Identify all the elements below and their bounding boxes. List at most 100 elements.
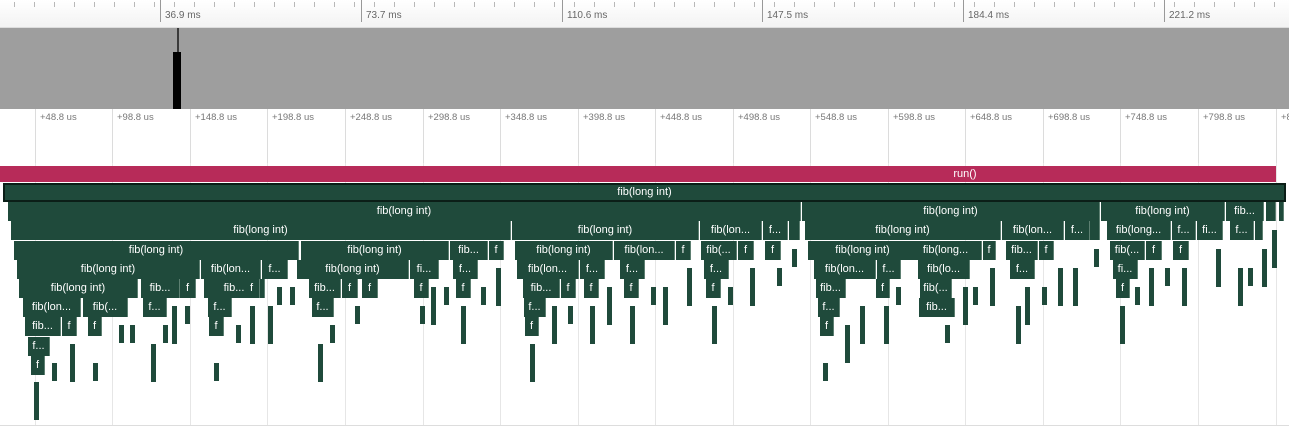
slice-fib-narrow[interactable] (172, 306, 177, 344)
slice-fib[interactable]: f... (580, 259, 605, 279)
slice-fib[interactable]: fib(... (83, 298, 128, 318)
slice-fib-narrow[interactable] (860, 306, 865, 344)
slice-fib-narrow[interactable] (461, 306, 466, 344)
slice-fib[interactable]: f (584, 279, 599, 298)
slice-fib-narrow[interactable] (530, 344, 535, 382)
slice-fib[interactable]: fi... (1197, 221, 1223, 241)
flame-chart[interactable]: run() fib(long int) fib(long int) fib(long… (0, 163, 1289, 426)
slice-fib-narrow[interactable] (1058, 268, 1063, 306)
slice-fib[interactable]: fib(lon... (1002, 221, 1064, 241)
slice-fib-narrow[interactable] (963, 287, 968, 325)
slice-fib-narrow[interactable] (1262, 249, 1267, 287)
slice-fib-narrow[interactable] (552, 306, 557, 344)
slice-fib[interactable] (1255, 221, 1263, 241)
slice-fib[interactable]: fib(long... (910, 240, 982, 260)
slice-fib-narrow[interactable] (330, 325, 335, 343)
slice-fib[interactable]: f (180, 279, 196, 298)
slice-fib[interactable]: f... (1172, 221, 1196, 241)
slice-fib-narrow[interactable] (268, 306, 273, 344)
slice-fib[interactable]: fib(lon... (23, 298, 81, 318)
slice-fib[interactable]: f (706, 279, 721, 298)
slice-fib-narrow[interactable] (119, 325, 124, 343)
slice-fib[interactable]: f (876, 279, 890, 298)
slice-fib-narrow[interactable] (973, 287, 978, 305)
slice-fib[interactable]: f... (1010, 259, 1035, 279)
slice-fib-narrow[interactable] (1016, 306, 1021, 344)
slice-fib[interactable]: f (209, 317, 224, 337)
slice-fib[interactable]: fib(long int) (8, 202, 801, 222)
slice-fib-narrow[interactable] (712, 306, 717, 344)
slice-fib[interactable]: f (244, 279, 260, 298)
slice-fib[interactable]: f (62, 317, 77, 337)
detail-time-ruler[interactable]: +48.8 us +98.8 us +148.8 us +198.8 us +248.8… (0, 109, 1289, 163)
slice-fib-narrow[interactable] (884, 306, 889, 344)
slice-fib-narrow[interactable] (1216, 249, 1221, 287)
slice-fib[interactable]: fib... (523, 279, 560, 298)
slice-fib-narrow[interactable] (70, 344, 75, 382)
slice-fib-selected[interactable]: fib(long int) (3, 183, 1286, 202)
slice-fib-narrow[interactable] (651, 287, 656, 305)
slice-fib[interactable]: fib... (141, 279, 180, 298)
slice-fib[interactable]: f (342, 279, 358, 298)
slice-fib[interactable]: f (88, 317, 102, 337)
slice-fib[interactable]: fib... (309, 279, 341, 298)
slice-fib-narrow[interactable] (630, 306, 635, 344)
slice-fib[interactable] (1266, 202, 1276, 222)
slice-fib-narrow[interactable] (607, 287, 612, 325)
slice-fib[interactable] (1279, 202, 1284, 222)
slice-fib[interactable]: fib... (450, 240, 488, 260)
slice-fib[interactable]: fib(long int) (301, 240, 449, 260)
slice-fib[interactable]: f... (763, 221, 788, 241)
slice-fib-narrow[interactable] (214, 363, 219, 381)
slice-fib-narrow[interactable] (1120, 306, 1125, 344)
slice-fib-narrow[interactable] (444, 287, 449, 305)
slice-fib[interactable]: f... (208, 298, 232, 318)
slice-fib[interactable]: fib(long int) (808, 240, 918, 260)
slice-fib-narrow[interactable] (236, 325, 241, 343)
slice-fib[interactable] (789, 221, 800, 241)
slice-fib-narrow[interactable] (163, 325, 168, 343)
slice-fib[interactable]: fib(... (1110, 240, 1145, 260)
slice-fib-narrow[interactable] (896, 287, 901, 305)
slice-fib-narrow[interactable] (750, 268, 755, 306)
slice-fib[interactable]: fib(... (701, 240, 737, 260)
slice-fib-narrow[interactable] (845, 325, 850, 363)
slice-fib-narrow[interactable] (1042, 287, 1047, 305)
slice-fib-narrow[interactable] (568, 306, 573, 324)
slice-fib[interactable]: f (676, 240, 691, 260)
slice-fib[interactable]: f (525, 317, 539, 337)
slice-fib[interactable]: f (1116, 279, 1130, 298)
slice-fib[interactable]: fib(long int) (14, 240, 299, 260)
slice-fib-narrow[interactable] (1149, 268, 1154, 306)
slice-fib-narrow[interactable] (250, 306, 255, 344)
slice-fib[interactable]: f... (818, 298, 840, 318)
slice-fib-narrow[interactable] (663, 287, 668, 325)
slice-fib-narrow[interactable] (496, 268, 501, 306)
slice-fib-narrow[interactable] (52, 363, 57, 381)
slice-fib[interactable]: f... (620, 259, 645, 279)
slice-fib-narrow[interactable] (1165, 268, 1170, 286)
slice-fib-narrow[interactable] (355, 306, 360, 324)
slice-fib[interactable]: fib... (919, 298, 955, 318)
slice-fib[interactable]: fib... (1226, 202, 1264, 222)
slice-fib[interactable]: fib(... (920, 279, 952, 298)
slice-fib-narrow[interactable] (777, 268, 782, 286)
slice-fib[interactable]: f (561, 279, 576, 298)
slice-fib-narrow[interactable] (431, 287, 436, 325)
slice-fib[interactable]: fib(lon... (201, 259, 261, 279)
slice-fib[interactable]: fib(lon... (517, 259, 579, 279)
slice-fib-narrow[interactable] (1094, 249, 1099, 267)
slice-fib[interactable]: f (1173, 240, 1189, 260)
slice-fib-narrow[interactable] (1135, 287, 1140, 305)
slice-fib-narrow[interactable] (318, 344, 323, 382)
slice-fib[interactable]: f (489, 240, 504, 260)
slice-fib[interactable]: f (456, 279, 471, 298)
slice-fib[interactable]: f (414, 279, 429, 298)
slice-fib[interactable]: fib(lon... (614, 240, 675, 260)
slice-fib[interactable]: fib(long int) (19, 279, 138, 298)
slice-fib[interactable]: fib(lo... (918, 259, 970, 279)
slice-fib-narrow[interactable] (1272, 230, 1277, 268)
slice-fib[interactable]: f (738, 240, 754, 260)
slice-fib[interactable]: fib(long int) (297, 259, 409, 279)
slice-fib[interactable]: f... (877, 259, 901, 279)
